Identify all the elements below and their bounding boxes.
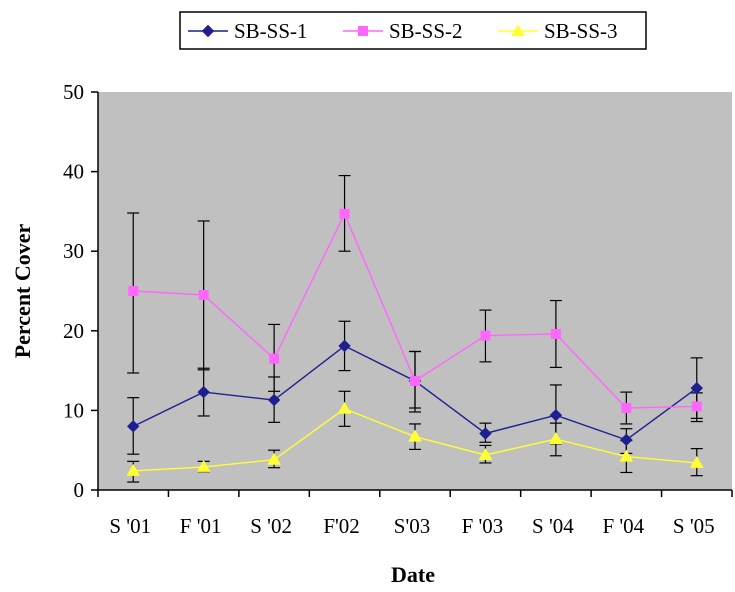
x-tick-label: S'03 xyxy=(394,514,430,538)
data-point xyxy=(128,286,139,296)
y-tick-label: 50 xyxy=(63,80,84,104)
legend-marker xyxy=(358,26,368,36)
legend-item: SB-SS-3 xyxy=(498,19,618,43)
x-tick-label: F '03 xyxy=(462,514,504,538)
data-point xyxy=(338,339,351,353)
data-point xyxy=(620,433,633,447)
series-markers xyxy=(126,208,704,476)
data-point xyxy=(269,353,280,364)
x-tick-label: S '04 xyxy=(532,514,574,538)
data-point xyxy=(479,427,492,440)
legend-marker xyxy=(511,23,525,36)
legend-box xyxy=(179,11,647,50)
x-tick-label: S '05 xyxy=(673,514,715,538)
data-point xyxy=(267,452,281,465)
legend-item: SB-SS-2 xyxy=(343,19,463,43)
data-point xyxy=(549,432,563,445)
y-tick-label: 0 xyxy=(74,478,85,502)
x-tick-label: S '01 xyxy=(109,514,151,538)
data-point xyxy=(197,385,210,399)
data-point xyxy=(337,401,352,414)
data-point xyxy=(549,408,563,422)
y-tick-label: 40 xyxy=(63,160,84,184)
data-point xyxy=(267,393,281,407)
legend-label: SB-SS-1 xyxy=(234,19,308,43)
data-point xyxy=(621,403,632,414)
x-tick-label: S '02 xyxy=(250,514,292,538)
data-point xyxy=(127,420,140,433)
data-point xyxy=(690,381,703,395)
data-point xyxy=(198,289,209,300)
data-point xyxy=(339,208,350,219)
x-tick-label: F '01 xyxy=(180,514,222,538)
y-tick-label: 20 xyxy=(63,319,84,343)
legend-label: SB-SS-3 xyxy=(544,19,618,43)
y-tick-label: 30 xyxy=(63,239,84,263)
legend-label: SB-SS-2 xyxy=(389,19,463,43)
data-point xyxy=(478,447,493,460)
y-tick-label: 10 xyxy=(63,398,84,422)
data-point xyxy=(619,449,634,462)
legend-item: SB-SS-1 xyxy=(188,19,308,43)
data-point xyxy=(408,429,422,442)
y-axis-ticks: 0 10 20 30 40 50 xyxy=(63,80,98,502)
legend: SB-SS-1 SB-SS-2 SB-SS-3 xyxy=(179,11,647,50)
x-tick-label: F '04 xyxy=(602,514,644,538)
data-point xyxy=(126,463,141,476)
x-axis-ticks: S '01 F '01 S '02 F'02 S'03 F '03 S '04 F '04 S … xyxy=(97,490,733,538)
legend-marker xyxy=(201,24,215,38)
data-point xyxy=(689,455,704,468)
data-point xyxy=(196,459,211,472)
data-point xyxy=(550,328,561,339)
data-point xyxy=(691,401,702,412)
y-axis-title: Percent Cover xyxy=(10,223,35,358)
x-tick-label: F'02 xyxy=(323,514,359,538)
x-axis-title: Date xyxy=(391,562,435,587)
data-point xyxy=(410,375,420,386)
data-point xyxy=(480,330,491,341)
